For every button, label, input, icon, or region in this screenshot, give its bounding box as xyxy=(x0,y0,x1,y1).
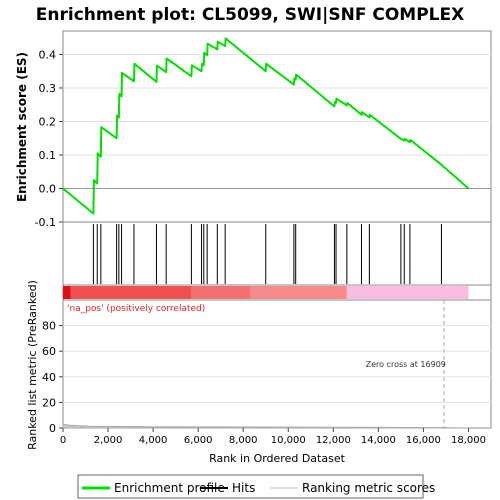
es-y-tick-label: 0.2 xyxy=(39,115,57,128)
x-tick-label: 12,000 xyxy=(316,435,351,446)
chart-title: Enrichment plot: CL5099, SWI|SNF COMPLEX xyxy=(36,5,464,25)
metric-y-tick-label: 40 xyxy=(42,371,56,384)
legend-label: Enrichment profile xyxy=(114,481,225,495)
metric-y-axis-label: Ranked list metric (PreRanked) xyxy=(26,280,39,450)
rank-bar-segment xyxy=(63,286,71,299)
es-panel-gridlines xyxy=(63,53,491,189)
x-tick-label: 8,000 xyxy=(229,435,258,446)
x-tick-label: 4,000 xyxy=(139,435,168,446)
metric-panel-y-ticks: 0 20 40 60 80 xyxy=(42,320,63,435)
enrichment-profile-line xyxy=(62,37,470,215)
x-tick-label: 10,000 xyxy=(271,435,306,446)
es-y-tick-label: 0.3 xyxy=(39,82,57,95)
hits-panel-frame xyxy=(62,221,492,286)
es-panel-y-ticks: -0.1 0.0 0.1 0.2 0.3 0.4 xyxy=(35,48,63,229)
zero-cross-label: Zero cross at 16909 xyxy=(366,360,446,369)
rank-color-bar xyxy=(63,286,469,299)
x-axis-label: Rank in Ordered Dataset xyxy=(209,452,346,465)
x-axis-ticks: 0 2,000 4,000 6,000 8,000 10,000 12,000 14,000 1… xyxy=(60,428,486,446)
legend-label: Hits xyxy=(232,481,255,495)
rank-bar-segment xyxy=(191,286,250,299)
x-tick-label: 16,000 xyxy=(406,435,441,446)
es-y-tick-label: 0.1 xyxy=(39,149,57,162)
legend: Enrichment profile Hits Ranking metric sco… xyxy=(82,481,435,495)
rank-bar-segment xyxy=(346,286,469,299)
es-y-axis-label: Enrichment score (ES) xyxy=(15,52,29,202)
hits-panel xyxy=(92,224,442,284)
metric-y-tick-label: 80 xyxy=(42,320,56,333)
rank-bar-segment xyxy=(249,286,347,299)
legend-label: Ranking metric scores xyxy=(302,481,435,495)
rank-bar-segment xyxy=(70,286,192,299)
metric-panel-gridlines xyxy=(63,325,491,403)
metric-y-tick-label: 20 xyxy=(42,396,56,409)
metric-y-tick-label: 60 xyxy=(42,345,56,358)
es-panel-frame xyxy=(62,30,492,223)
x-tick-label: 2,000 xyxy=(94,435,123,446)
x-tick-label: 14,000 xyxy=(361,435,396,446)
metric-panel-frame xyxy=(62,299,492,429)
x-tick-label: 18,000 xyxy=(451,435,486,446)
x-tick-label: 6,000 xyxy=(184,435,213,446)
es-y-tick-label: 0.4 xyxy=(39,48,57,61)
enrichment-profile-series xyxy=(62,37,470,215)
es-y-tick-label: -0.1 xyxy=(35,216,56,229)
metric-y-tick-label: 0 xyxy=(49,422,56,435)
positive-correlation-label: 'na_pos' (positively correlated) xyxy=(67,304,205,314)
legend-box xyxy=(77,474,424,499)
es-y-tick-label: 0.0 xyxy=(39,182,57,195)
x-tick-label: 0 xyxy=(60,435,66,446)
